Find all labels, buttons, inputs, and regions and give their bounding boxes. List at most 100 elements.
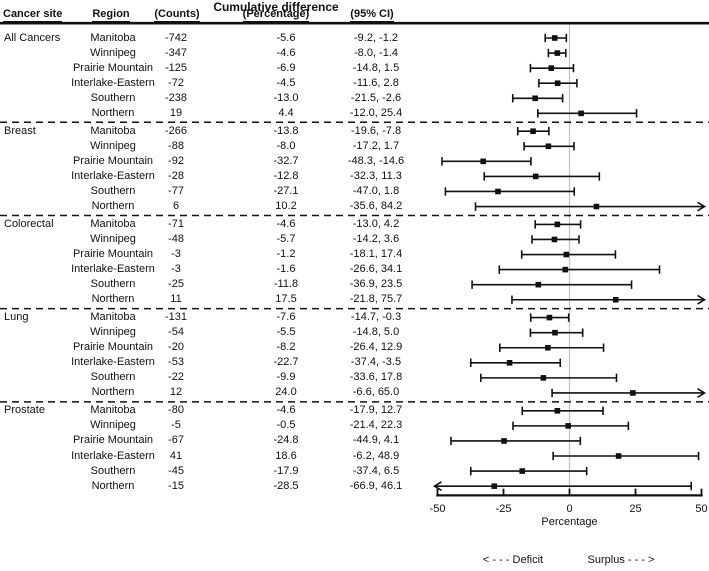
ci-cell: -14.8, 1.5 — [352, 61, 400, 74]
ci-cell: -17.9, 12.7 — [349, 404, 403, 417]
percentage-cell: -1.6 — [276, 263, 296, 276]
column-header-cancer-site: Cancer site — [3, 8, 63, 22]
percentage-cell: -8.0 — [276, 139, 296, 152]
percentage-cell: -7.6 — [276, 311, 296, 324]
point-marker — [565, 423, 571, 429]
surplus-direction-label: Surplus - - - > — [587, 554, 655, 566]
counts-cell: -71 — [168, 217, 184, 230]
counts-cell: -28 — [168, 169, 184, 182]
column-header-ci: (95% CI) — [312, 8, 432, 22]
percentage-cell: -28.5 — [273, 479, 299, 492]
region-cell: Winnipeg — [90, 46, 136, 59]
percentage-cell: -4.6 — [276, 404, 296, 417]
region-cell: Manitoba — [90, 124, 136, 137]
ci-cell: -11.6, 2.8 — [353, 76, 399, 89]
point-marker — [506, 360, 513, 366]
x-tick-label: 50 — [695, 502, 708, 515]
point-marker — [546, 314, 553, 321]
percentage-cell: -8.2 — [276, 341, 296, 354]
cancer-site-label: All Cancers — [4, 31, 61, 44]
percentage-cell: -13.8 — [273, 124, 299, 137]
ci-cell: -26.4, 12.9 — [349, 341, 403, 354]
cancer-site-label: Lung — [4, 311, 29, 324]
counts-cell: 6 — [172, 200, 180, 213]
counts-cell: -80 — [168, 404, 184, 417]
percentage-cell: -6.9 — [276, 61, 296, 74]
ci-cell: -9.2, -1.2 — [353, 31, 399, 44]
region-cell: Winnipeg — [90, 419, 136, 432]
x-axis-label: Percentage — [541, 516, 598, 528]
arrowhead-right — [697, 294, 707, 305]
counts-cell: -88 — [168, 139, 184, 152]
counts-cell: -15 — [168, 479, 184, 492]
point-marker — [630, 390, 636, 396]
counts-cell: -25 — [168, 278, 184, 291]
counts-cell: -347 — [164, 46, 188, 59]
counts-cell: -125 — [164, 61, 188, 74]
ci-cell: -26.6, 34.1 — [349, 263, 403, 276]
point-marker — [532, 173, 539, 180]
ci-cell: -17.2, 1.7 — [352, 139, 400, 152]
point-marker — [578, 110, 584, 117]
point-marker — [554, 50, 561, 56]
point-marker — [545, 344, 551, 351]
ci-cell: -47.0, 1.8 — [352, 184, 400, 197]
counts-cell: -5 — [171, 419, 181, 432]
counts-cell: -72 — [168, 76, 184, 89]
cancer-site-label: Breast — [4, 124, 36, 137]
cancer-site-label: Colorectal — [4, 217, 54, 230]
region-cell: Southern — [90, 464, 136, 477]
ci-cell: -37.4, 6.5 — [352, 464, 400, 477]
ci-cell: -21.5, -2.6 — [350, 91, 402, 104]
percentage-cell: -0.5 — [276, 419, 296, 432]
region-cell: Southern — [90, 91, 136, 104]
percentage-cell: -17.9 — [273, 464, 299, 477]
counts-cell: -20 — [168, 341, 184, 354]
region-cell: Interlake-Eastern — [71, 76, 155, 89]
percentage-cell: -24.8 — [273, 434, 299, 447]
x-tick-label: 25 — [629, 502, 642, 515]
counts-cell: -238 — [164, 91, 188, 104]
counts-cell: 41 — [169, 449, 183, 462]
point-marker — [491, 483, 498, 489]
region-cell: Northern — [91, 479, 135, 492]
region-cell: Southern — [90, 184, 136, 197]
percentage-cell: -5.5 — [276, 326, 296, 339]
x-tick-label: -50 — [429, 502, 446, 515]
chart-title: Cumulative difference — [213, 0, 339, 14]
column-header-percentage: (Percentage) — [216, 8, 336, 22]
ci-cell: -6.6, 65.0 — [352, 386, 400, 399]
ci-cell: -14.8, 5.0 — [352, 326, 400, 339]
counts-cell: -742 — [164, 31, 188, 44]
ci-cell: -44.9, 4.1 — [352, 434, 400, 447]
ci-cell: -48.3, -14.6 — [347, 154, 405, 167]
point-marker — [615, 453, 622, 459]
point-marker — [532, 95, 538, 102]
ci-cell: -19.6, -7.8 — [350, 124, 402, 137]
counts-cell: 19 — [169, 106, 183, 119]
counts-cell: -54 — [168, 326, 184, 339]
region-cell: Winnipeg — [90, 326, 136, 339]
ci-cell: -21.8, 75.7 — [349, 293, 403, 306]
percentage-cell: -22.7 — [273, 356, 299, 369]
point-marker — [495, 188, 501, 195]
counts-cell: -77 — [168, 184, 184, 197]
deficit-direction-label: < - - - Deficit — [482, 554, 544, 566]
point-marker — [563, 251, 570, 258]
counts-cell: -53 — [168, 356, 184, 369]
point-marker — [548, 65, 555, 71]
ci-cell: -33.6, 17.8 — [349, 371, 403, 384]
percentage-cell: -4.5 — [276, 76, 296, 89]
percentage-cell: 4.4 — [278, 106, 294, 119]
region-cell: Prairie Mountain — [72, 154, 154, 167]
counts-cell: -48 — [168, 232, 184, 245]
percentage-cell: -4.6 — [276, 217, 296, 230]
counts-cell: -92 — [168, 154, 184, 167]
counts-cell: -67 — [168, 434, 184, 447]
region-cell: Interlake-Eastern — [71, 169, 155, 182]
column-header-region-text: Region — [92, 8, 130, 22]
point-marker — [551, 236, 558, 243]
column-header-cancer-site-text: Cancer site — [3, 8, 63, 22]
point-marker — [612, 296, 619, 303]
